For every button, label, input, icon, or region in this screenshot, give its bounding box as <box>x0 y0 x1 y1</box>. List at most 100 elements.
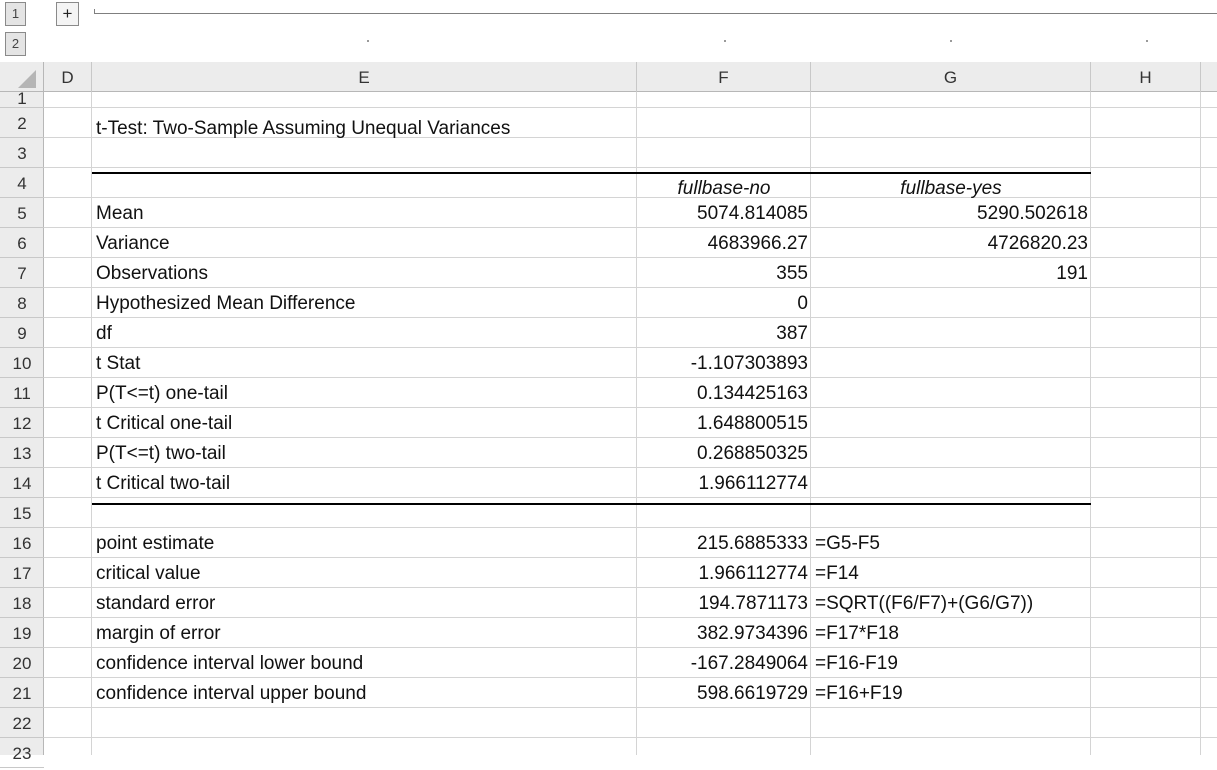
row-header-15[interactable]: 15 <box>0 498 44 528</box>
stat-value-fullbase-no[interactable]: 0.134425163 <box>697 383 808 404</box>
outline-dot <box>1146 40 1148 42</box>
grid-row-line <box>44 227 1217 228</box>
row-header-19[interactable]: 19 <box>0 618 44 648</box>
grid-row-line <box>44 257 1217 258</box>
calc-label[interactable]: standard error <box>96 593 216 614</box>
outline-strip <box>0 0 1217 62</box>
calc-value[interactable]: 215.6885333 <box>697 533 808 554</box>
stat-label[interactable]: Variance <box>96 233 170 254</box>
grid-row-line <box>44 347 1217 348</box>
calc-value[interactable]: 1.966112774 <box>698 563 808 584</box>
grid-row-line <box>44 737 1217 738</box>
grid-row-line <box>44 407 1217 408</box>
stat-label[interactable]: P(T<=t) two-tail <box>96 443 226 464</box>
stat-label[interactable]: Observations <box>96 263 208 284</box>
calc-value[interactable]: 194.7871173 <box>698 593 808 614</box>
stat-label[interactable]: Mean <box>96 203 144 224</box>
column-header-h[interactable]: H <box>1091 62 1201 92</box>
header-fullbase-yes[interactable]: fullbase-yes <box>900 178 1002 199</box>
row-header-20[interactable]: 20 <box>0 648 44 678</box>
row-header-7[interactable]: 7 <box>0 258 44 288</box>
calc-value[interactable]: 598.6619729 <box>697 683 808 704</box>
outline-dot <box>950 40 952 42</box>
row-header-1[interactable]: 1 <box>0 90 44 108</box>
row-header-23[interactable]: 23 <box>0 738 44 768</box>
outline-group-line <box>94 13 1217 14</box>
outline-level-1-button[interactable]: 1 <box>5 2 26 26</box>
row-header-3[interactable]: 3 <box>0 138 44 168</box>
row-header-10[interactable]: 10 <box>0 348 44 378</box>
row-header-17[interactable]: 17 <box>0 558 44 588</box>
calc-label[interactable]: margin of error <box>96 623 221 644</box>
stat-value-fullbase-no[interactable]: 0.268850325 <box>697 443 808 464</box>
grid-row-line <box>44 527 1217 528</box>
grid-row-line <box>44 317 1217 318</box>
grid-column-line <box>636 92 637 755</box>
stat-label[interactable]: df <box>96 323 112 344</box>
row-header-8[interactable]: 8 <box>0 288 44 318</box>
calc-label[interactable]: point estimate <box>96 533 215 554</box>
grid-column-line <box>1090 92 1091 755</box>
row-header-9[interactable]: 9 <box>0 318 44 348</box>
row-header-2[interactable]: 2 <box>0 108 44 138</box>
outline-level-2-button[interactable]: 2 <box>5 32 26 56</box>
stat-value-fullbase-no[interactable]: 355 <box>776 263 808 284</box>
row-header-12[interactable]: 12 <box>0 408 44 438</box>
stat-value-fullbase-no[interactable]: 387 <box>776 323 808 344</box>
grid-row-line <box>44 287 1217 288</box>
row-header-5[interactable]: 5 <box>0 198 44 228</box>
column-header-e[interactable]: E <box>92 62 637 92</box>
row-header-18[interactable]: 18 <box>0 588 44 618</box>
stat-label[interactable]: P(T<=t) one-tail <box>96 383 228 404</box>
stat-value-fullbase-no[interactable]: 0 <box>797 293 808 314</box>
column-header-f[interactable]: F <box>637 62 811 92</box>
header-fullbase-no[interactable]: fullbase-no <box>677 178 771 199</box>
calc-formula[interactable]: =SQRT((F6/F7)+(G6/G7)) <box>815 593 1034 614</box>
calc-formula[interactable]: =G5-F5 <box>815 533 880 554</box>
grid-row-line <box>44 497 1217 498</box>
row-header-6[interactable]: 6 <box>0 228 44 258</box>
row-header-14[interactable]: 14 <box>0 468 44 498</box>
row-header-4[interactable]: 4 <box>0 168 44 198</box>
stat-value-fullbase-no[interactable]: 4683966.27 <box>707 233 808 254</box>
grid-row-line <box>44 617 1217 618</box>
outline-group-bracket <box>94 9 95 14</box>
expand-group-button[interactable]: + <box>56 2 79 26</box>
grid-row-line <box>44 557 1217 558</box>
stat-value-fullbase-yes[interactable]: 191 <box>1056 263 1088 284</box>
calc-formula[interactable]: =F16-F19 <box>815 653 898 674</box>
stat-label[interactable]: t Critical two-tail <box>96 473 231 494</box>
stat-value-fullbase-no[interactable]: -1.107303893 <box>690 353 808 374</box>
row-header-bar <box>0 92 44 755</box>
stat-label[interactable]: Hypothesized Mean Difference <box>96 293 356 314</box>
grid-column-line <box>810 92 811 755</box>
calc-label[interactable]: confidence interval upper bound <box>96 683 367 704</box>
column-header-g[interactable]: G <box>811 62 1091 92</box>
stat-label[interactable]: t Stat <box>96 353 141 374</box>
stat-label[interactable]: t Critical one-tail <box>96 413 233 434</box>
grid-column-line <box>1200 92 1201 755</box>
calc-label[interactable]: confidence interval lower bound <box>96 653 364 674</box>
grid-row-line <box>44 647 1217 648</box>
calc-formula[interactable]: =F17*F18 <box>815 623 899 644</box>
row-header-22[interactable]: 22 <box>0 708 44 738</box>
calc-value[interactable]: -167.2849064 <box>690 653 808 674</box>
outline-dot <box>367 40 369 42</box>
ttest-title[interactable]: t-Test: Two-Sample Assuming Unequal Vari… <box>96 118 511 139</box>
calc-label[interactable]: critical value <box>96 563 201 584</box>
grid-row-line <box>44 377 1217 378</box>
stat-value-fullbase-no[interactable]: 1.966112774 <box>698 473 808 494</box>
calc-formula[interactable]: =F14 <box>815 563 859 584</box>
calc-value[interactable]: 382.9734396 <box>697 623 808 644</box>
stat-value-fullbase-no[interactable]: 1.648800515 <box>697 413 808 434</box>
stat-value-fullbase-no[interactable]: 5074.814085 <box>697 203 808 224</box>
row-header-16[interactable]: 16 <box>0 528 44 558</box>
row-header-21[interactable]: 21 <box>0 678 44 708</box>
stat-value-fullbase-yes[interactable]: 5290.502618 <box>977 203 1088 224</box>
column-header-d[interactable]: D <box>44 62 92 92</box>
stat-value-fullbase-yes[interactable]: 4726820.23 <box>987 233 1088 254</box>
grid-row-line <box>44 437 1217 438</box>
row-header-11[interactable]: 11 <box>0 378 44 408</box>
calc-formula[interactable]: =F16+F19 <box>815 683 903 704</box>
row-header-13[interactable]: 13 <box>0 438 44 468</box>
